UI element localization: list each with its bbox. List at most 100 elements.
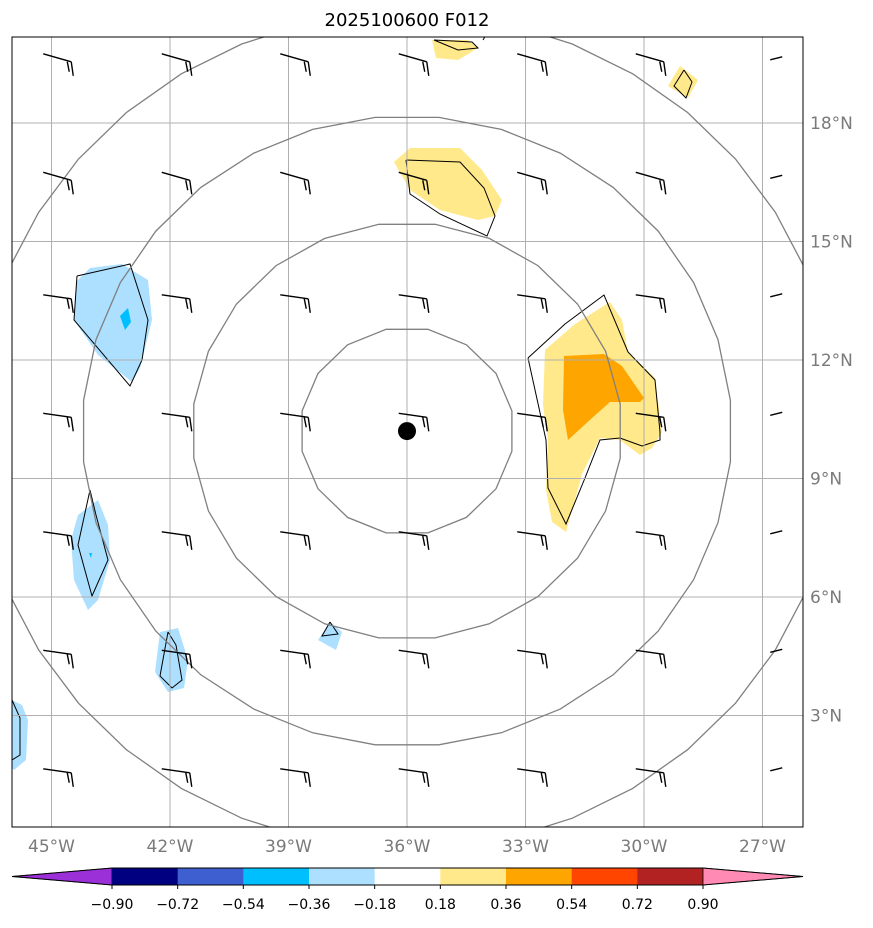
- wind-barb-stroke: [770, 648, 783, 653]
- wind-barb: [770, 648, 783, 653]
- contour-line: [482, 37, 486, 41]
- wind-barb-stroke: [635, 649, 667, 669]
- colorbar-extend-high: [702, 867, 804, 886]
- colorbar-tick-label: 0.90: [687, 897, 718, 913]
- contour-line: [321, 621, 339, 637]
- colorbar-tick-label: −0.54: [222, 897, 265, 913]
- longitude-label: 42°W: [147, 837, 194, 857]
- wind-barb: [280, 294, 311, 313]
- negative-anomaly-area: [155, 628, 188, 692]
- latitude-labels: 3°N 6°N 9°N 12°N 15°N 18°N: [810, 114, 853, 727]
- wind-barb: [161, 531, 193, 550]
- contour-line: [673, 69, 693, 99]
- wind-barb-stroke: [161, 412, 193, 432]
- wind-barb: [43, 294, 74, 313]
- wind-barb-stroke: [517, 768, 548, 787]
- longitude-label: 33°W: [502, 837, 549, 857]
- wind-barb: [517, 768, 548, 787]
- colorbar-extend-low: [11, 867, 113, 886]
- wind-barb-stroke: [43, 531, 74, 550]
- wind-barb: [398, 53, 430, 76]
- wind-barb-stroke: [398, 649, 430, 669]
- positive-anomaly-area: [668, 66, 698, 98]
- wind-barb: [280, 53, 311, 76]
- wind-barb: [161, 649, 193, 669]
- negative-anomaly-area: [318, 622, 342, 650]
- wind-barb-stroke: [43, 768, 74, 787]
- colorbar-segment: [506, 868, 573, 885]
- negative-anomaly-area: [74, 264, 152, 382]
- wind-barb-stroke: [280, 768, 311, 787]
- wind-barb-stroke: [280, 53, 311, 76]
- wind-barb: [517, 649, 548, 669]
- contour-line: [12, 699, 21, 761]
- colorbar-segment: [571, 868, 638, 885]
- colorbar-tick-label: 0.36: [490, 897, 521, 913]
- wind-barb-stroke: [635, 53, 667, 76]
- wind-barb: [161, 171, 193, 195]
- wind-barb-stroke: [635, 294, 667, 313]
- wind-barb: [517, 531, 548, 550]
- wind-barb-stroke: [398, 531, 430, 550]
- colorbar-segment: [637, 868, 704, 885]
- positive-anomaly-area: [394, 148, 502, 220]
- colorbar-tick-label: 0.54: [556, 897, 587, 913]
- wind-barb-stroke: [770, 293, 783, 298]
- wind-barb: [398, 768, 430, 787]
- longitude-label: 30°W: [621, 837, 668, 857]
- wind-barb-stroke: [280, 412, 311, 432]
- graticule: [12, 37, 803, 827]
- wind-barb-stroke: [398, 294, 430, 313]
- wind-barb: [770, 293, 783, 298]
- wind-barb-stroke: [161, 294, 193, 313]
- wind-barb-stroke: [43, 53, 74, 76]
- wind-barb-stroke: [517, 171, 548, 195]
- wind-barb-stroke: [635, 171, 667, 195]
- range-ring: [193, 223, 621, 639]
- wind-barb: [517, 171, 548, 195]
- wind-barb: [517, 53, 548, 76]
- wind-barb-stroke: [770, 411, 783, 416]
- wind-barb-stroke: [161, 768, 193, 787]
- wind-barb: [770, 56, 783, 61]
- wind-barb: [43, 412, 74, 432]
- wind-barb-stroke: [517, 649, 548, 669]
- latitude-label: 6°N: [810, 588, 842, 608]
- wind-barb: [43, 171, 74, 195]
- colorbar-segment: [374, 868, 441, 885]
- wind-barb: [43, 531, 74, 550]
- wind-barb-stroke: [43, 649, 74, 669]
- wind-barb: [161, 294, 193, 313]
- wind-barb-stroke: [161, 171, 193, 195]
- wind-barb: [517, 412, 548, 432]
- wind-barb: [398, 412, 430, 432]
- colorbar-tick-label: −0.36: [288, 897, 331, 913]
- colorbar-segment: [309, 868, 376, 885]
- wind-barb-stroke: [770, 530, 783, 535]
- wind-barb-stroke: [770, 767, 783, 772]
- latitude-label: 18°N: [810, 114, 853, 134]
- wind-barb: [517, 294, 548, 313]
- colorbar-tick-label: 0.72: [622, 897, 653, 913]
- wind-barb: [398, 531, 430, 550]
- wind-barb-stroke: [635, 412, 667, 432]
- wind-barb-stroke: [398, 412, 430, 432]
- wind-barb: [635, 294, 667, 313]
- colorbar: −0.90 −0.72 −0.54 −0.36 −0.18 0.18 0.36 0.54 0.7…: [11, 867, 804, 913]
- wind-barb: [43, 53, 74, 76]
- storm-center-marker: [398, 422, 416, 441]
- colorbar-segment: [440, 868, 507, 885]
- map-frame: [11, 36, 804, 828]
- colorbar-tick-label: −0.18: [353, 897, 396, 913]
- map-title: 2025100600 F012: [325, 10, 490, 31]
- latitude-label: 3°N: [810, 707, 842, 727]
- wind-barb-stroke: [280, 531, 311, 550]
- wind-barb-stroke: [280, 294, 311, 313]
- wind-barb-stroke: [517, 53, 548, 76]
- colorbar-tick-label: −0.90: [91, 897, 134, 913]
- contour-line: [405, 159, 496, 237]
- longitude-label: 36°W: [384, 837, 431, 857]
- wind-barb: [770, 174, 783, 179]
